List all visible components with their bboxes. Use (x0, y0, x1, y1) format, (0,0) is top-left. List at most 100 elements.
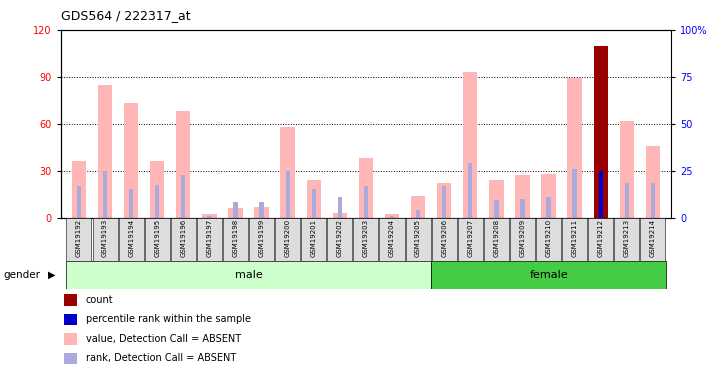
Bar (145, 217, 170, 261)
Bar (306, 180, 321, 218)
Bar (119, 217, 144, 261)
Bar (338, 197, 342, 217)
Text: GSM19213: GSM19213 (624, 219, 630, 257)
Bar (650, 183, 655, 218)
Bar (176, 111, 191, 218)
Bar (411, 196, 426, 217)
Bar (406, 217, 431, 261)
Bar (468, 163, 473, 218)
Bar (546, 197, 550, 217)
Text: GSM19204: GSM19204 (389, 219, 395, 257)
Bar (98, 85, 112, 218)
Bar (155, 185, 159, 218)
Text: GSM19200: GSM19200 (285, 219, 291, 257)
Bar (301, 217, 326, 261)
Text: GSM19207: GSM19207 (467, 219, 473, 257)
Bar (93, 217, 118, 261)
Text: GSM19199: GSM19199 (258, 219, 265, 258)
Bar (327, 217, 353, 261)
Text: GSM19212: GSM19212 (598, 219, 604, 257)
Bar (625, 183, 629, 218)
Bar (645, 146, 660, 218)
Bar (573, 169, 577, 217)
Bar (620, 121, 634, 218)
Bar (171, 217, 196, 261)
Bar (431, 261, 666, 289)
Text: female: female (529, 270, 568, 280)
Bar (416, 210, 421, 218)
Text: GSM19211: GSM19211 (572, 219, 578, 257)
Bar (593, 46, 608, 218)
Text: count: count (86, 295, 114, 305)
Bar (259, 202, 263, 217)
Bar (202, 214, 216, 217)
Bar (233, 202, 238, 217)
Text: male: male (235, 270, 263, 280)
Bar (562, 217, 587, 261)
Bar (437, 183, 451, 218)
Bar (458, 217, 483, 261)
Bar (228, 208, 243, 218)
Bar (385, 214, 399, 217)
Bar (223, 217, 248, 261)
Text: GSM19202: GSM19202 (337, 219, 343, 257)
Bar (390, 216, 394, 217)
Text: GSM19201: GSM19201 (311, 219, 317, 257)
Text: rank, Detection Call = ABSENT: rank, Detection Call = ABSENT (86, 354, 236, 363)
Bar (516, 176, 530, 217)
Bar (598, 171, 603, 217)
Text: GSM19203: GSM19203 (363, 219, 369, 257)
Bar (358, 158, 373, 218)
Bar (311, 189, 316, 217)
Text: percentile rank within the sample: percentile rank within the sample (86, 315, 251, 324)
Bar (281, 127, 295, 218)
Bar (510, 217, 535, 261)
Bar (249, 217, 274, 261)
Bar (593, 46, 608, 218)
Bar (363, 186, 368, 218)
Bar (379, 217, 405, 261)
Bar (129, 189, 134, 217)
Text: GSM19193: GSM19193 (102, 219, 108, 258)
Text: value, Detection Call = ABSENT: value, Detection Call = ABSENT (86, 334, 241, 344)
Bar (207, 216, 211, 217)
Bar (442, 186, 446, 218)
Bar (72, 161, 86, 218)
Bar (494, 200, 498, 217)
Bar (254, 207, 268, 218)
Text: GSM19192: GSM19192 (76, 219, 82, 257)
Bar (588, 217, 613, 261)
Text: gender: gender (4, 270, 41, 280)
Bar (432, 217, 457, 261)
Bar (541, 174, 555, 217)
Text: GSM19196: GSM19196 (181, 219, 186, 258)
Text: GSM19206: GSM19206 (441, 219, 447, 257)
Bar (286, 171, 290, 217)
Bar (77, 186, 81, 218)
Text: GSM19209: GSM19209 (520, 219, 526, 257)
Text: GSM19197: GSM19197 (206, 219, 212, 258)
Bar (103, 171, 107, 217)
Text: GSM19214: GSM19214 (650, 219, 656, 257)
Text: GSM19198: GSM19198 (233, 219, 238, 258)
Text: ▶: ▶ (48, 270, 56, 280)
Bar (484, 217, 509, 261)
Bar (275, 217, 300, 261)
Bar (536, 217, 561, 261)
Bar (614, 217, 639, 261)
Bar (598, 171, 603, 217)
Bar (489, 180, 503, 218)
Text: GSM19205: GSM19205 (415, 219, 421, 257)
Bar (66, 261, 431, 289)
Bar (521, 199, 525, 217)
Text: GSM19210: GSM19210 (545, 219, 551, 257)
Bar (124, 104, 139, 218)
Text: GDS564 / 222317_at: GDS564 / 222317_at (61, 9, 191, 22)
Bar (333, 213, 347, 217)
Text: GSM19208: GSM19208 (493, 219, 499, 257)
Text: GSM19194: GSM19194 (128, 219, 134, 257)
Text: GSM19195: GSM19195 (154, 219, 160, 257)
Bar (197, 217, 222, 261)
Bar (181, 176, 186, 217)
Bar (150, 161, 164, 218)
